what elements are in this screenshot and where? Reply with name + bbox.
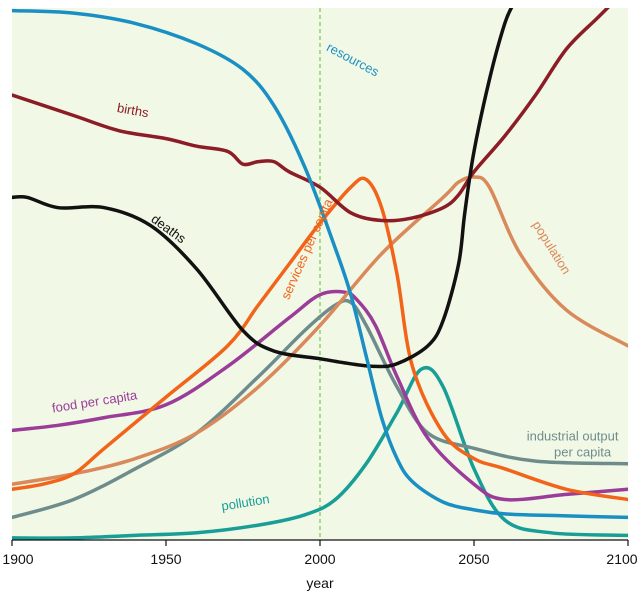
series-line-services-per-capita	[12, 176, 628, 502]
series-line-births	[12, 8, 610, 223]
series-label-births: births	[116, 100, 150, 120]
x-axis-ticks: 1900 1950 2000 2050 2100	[2, 540, 638, 567]
series-line-deaths	[12, 8, 514, 369]
x-tick-label-1900: 1900	[2, 551, 33, 567]
x-tick-label-2050: 2050	[458, 551, 489, 567]
series-line-resources	[12, 8, 628, 520]
x-tick-label-2100: 2100	[606, 551, 637, 567]
series-label-industrial-output-per-capita: industrial output per capita	[527, 429, 619, 460]
series-line-population	[12, 175, 628, 486]
series-label-pollution: pollution	[220, 491, 270, 513]
series-layer	[12, 8, 628, 540]
x-tick-label-1950: 1950	[150, 551, 181, 567]
x-axis-title: year	[306, 575, 334, 591]
x-tick-label-2000: 2000	[304, 551, 335, 567]
